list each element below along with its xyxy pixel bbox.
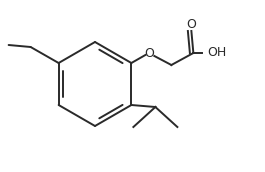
Text: O: O	[144, 46, 154, 60]
Text: O: O	[187, 18, 196, 30]
Text: OH: OH	[207, 46, 227, 58]
